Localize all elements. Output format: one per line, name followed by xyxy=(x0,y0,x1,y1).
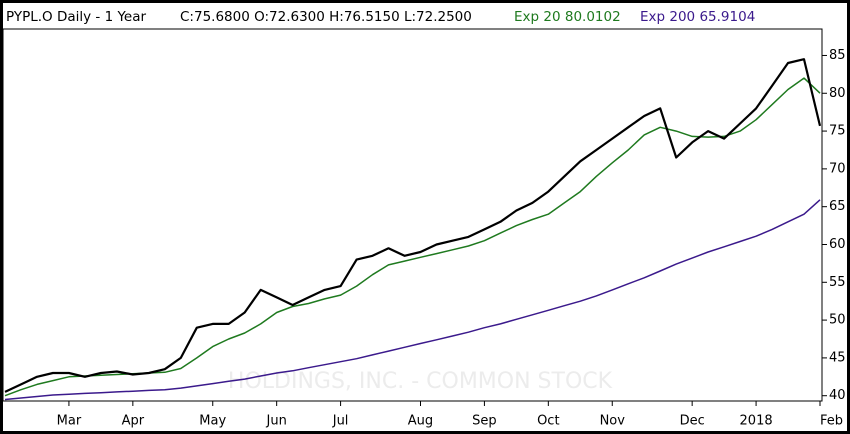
chart-background xyxy=(3,3,847,431)
y-tick-label: 40 xyxy=(829,388,846,403)
x-tick-label: Dec xyxy=(680,414,705,429)
series-line xyxy=(4,199,821,401)
y-tick-label: 85 xyxy=(829,48,846,63)
y-tick-label: 75 xyxy=(829,124,846,139)
x-tick-label: May xyxy=(199,414,226,429)
legend-value: 65.9104 xyxy=(699,9,755,25)
legend-exp20: Exp 20 80.0102 xyxy=(514,9,621,25)
legend-exp200: Exp 200 65.9104 xyxy=(640,9,755,25)
x-tick-label: Mar xyxy=(57,414,82,429)
x-tick-label: Jul xyxy=(332,414,349,429)
x-tick-label: 2018 xyxy=(740,414,773,429)
plot-frame xyxy=(2,28,823,402)
legend-value: 80.0102 xyxy=(565,9,621,25)
x-tick-label: Oct xyxy=(537,414,559,429)
ohlc-text: C:75.6800 O:72.6300 H:76.5150 L:72.2500 xyxy=(180,9,472,25)
y-tick-label: 55 xyxy=(829,275,846,290)
series-line xyxy=(4,58,822,393)
x-tick-label: Sep xyxy=(472,414,497,429)
x-tick-label: Feb xyxy=(820,414,843,429)
y-tick-label: 70 xyxy=(829,161,846,176)
chart-title: PYPL.O Daily - 1 Year xyxy=(6,9,146,25)
y-tick-label: 45 xyxy=(829,350,846,365)
y-tick-label: 65 xyxy=(829,199,846,214)
legend-label: Exp 20 xyxy=(514,9,561,25)
legend-label: Exp 200 xyxy=(640,9,695,25)
y-tick-label: 50 xyxy=(829,313,846,328)
y-tick-label: 60 xyxy=(829,237,846,252)
x-tick-label: Aug xyxy=(408,414,433,429)
y-tick-label: 80 xyxy=(829,86,846,101)
watermark: HOLDINGS, INC. - COMMON STOCK xyxy=(228,369,613,394)
x-tick-label: Nov xyxy=(600,414,626,429)
x-tick-label: Apr xyxy=(122,414,145,429)
x-tick-label: Jun xyxy=(266,414,287,429)
